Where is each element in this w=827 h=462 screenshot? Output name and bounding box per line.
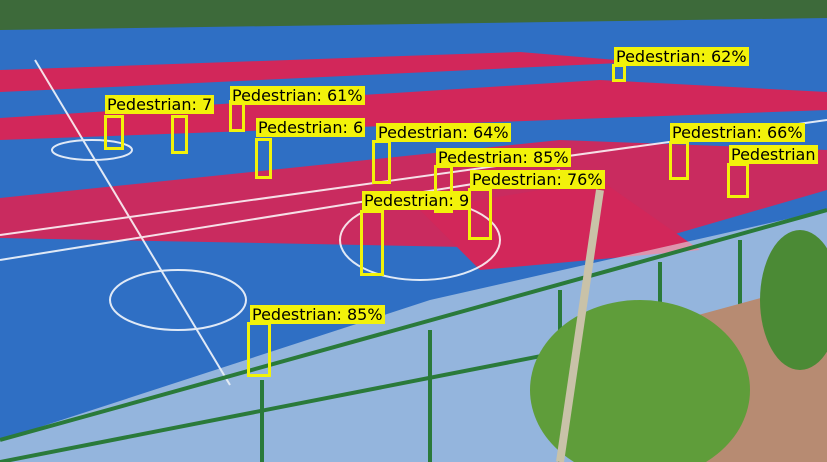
detection-label: Pedestrian: 6	[256, 118, 366, 137]
bounding-box	[171, 115, 188, 154]
detection-label: Pedestrian: 85%	[436, 148, 571, 167]
detection-label: Pedestrian: 7	[105, 95, 215, 114]
bounding-box	[372, 140, 391, 184]
bounding-box	[612, 64, 626, 82]
bounding-box	[360, 210, 384, 276]
detection-label: Pedestrian: 62%	[614, 47, 749, 66]
detection-label: Pedestrian: 66%	[670, 123, 805, 142]
detection-label: Pedestrian	[729, 145, 818, 164]
bounding-box	[468, 188, 492, 240]
bounding-box	[669, 141, 689, 180]
detection-label: Pedestrian: 85%	[250, 305, 385, 324]
bounding-box	[104, 115, 124, 150]
bounding-box	[247, 322, 271, 377]
detection-label: Pedestrian: 61%	[230, 86, 365, 105]
detection-label: Pedestrian: 9	[362, 191, 472, 210]
bounding-box	[727, 163, 749, 198]
bounding-box	[255, 138, 272, 179]
detection-label: Pedestrian: 76%	[470, 170, 605, 189]
detection-label: Pedestrian: 64%	[376, 123, 511, 142]
